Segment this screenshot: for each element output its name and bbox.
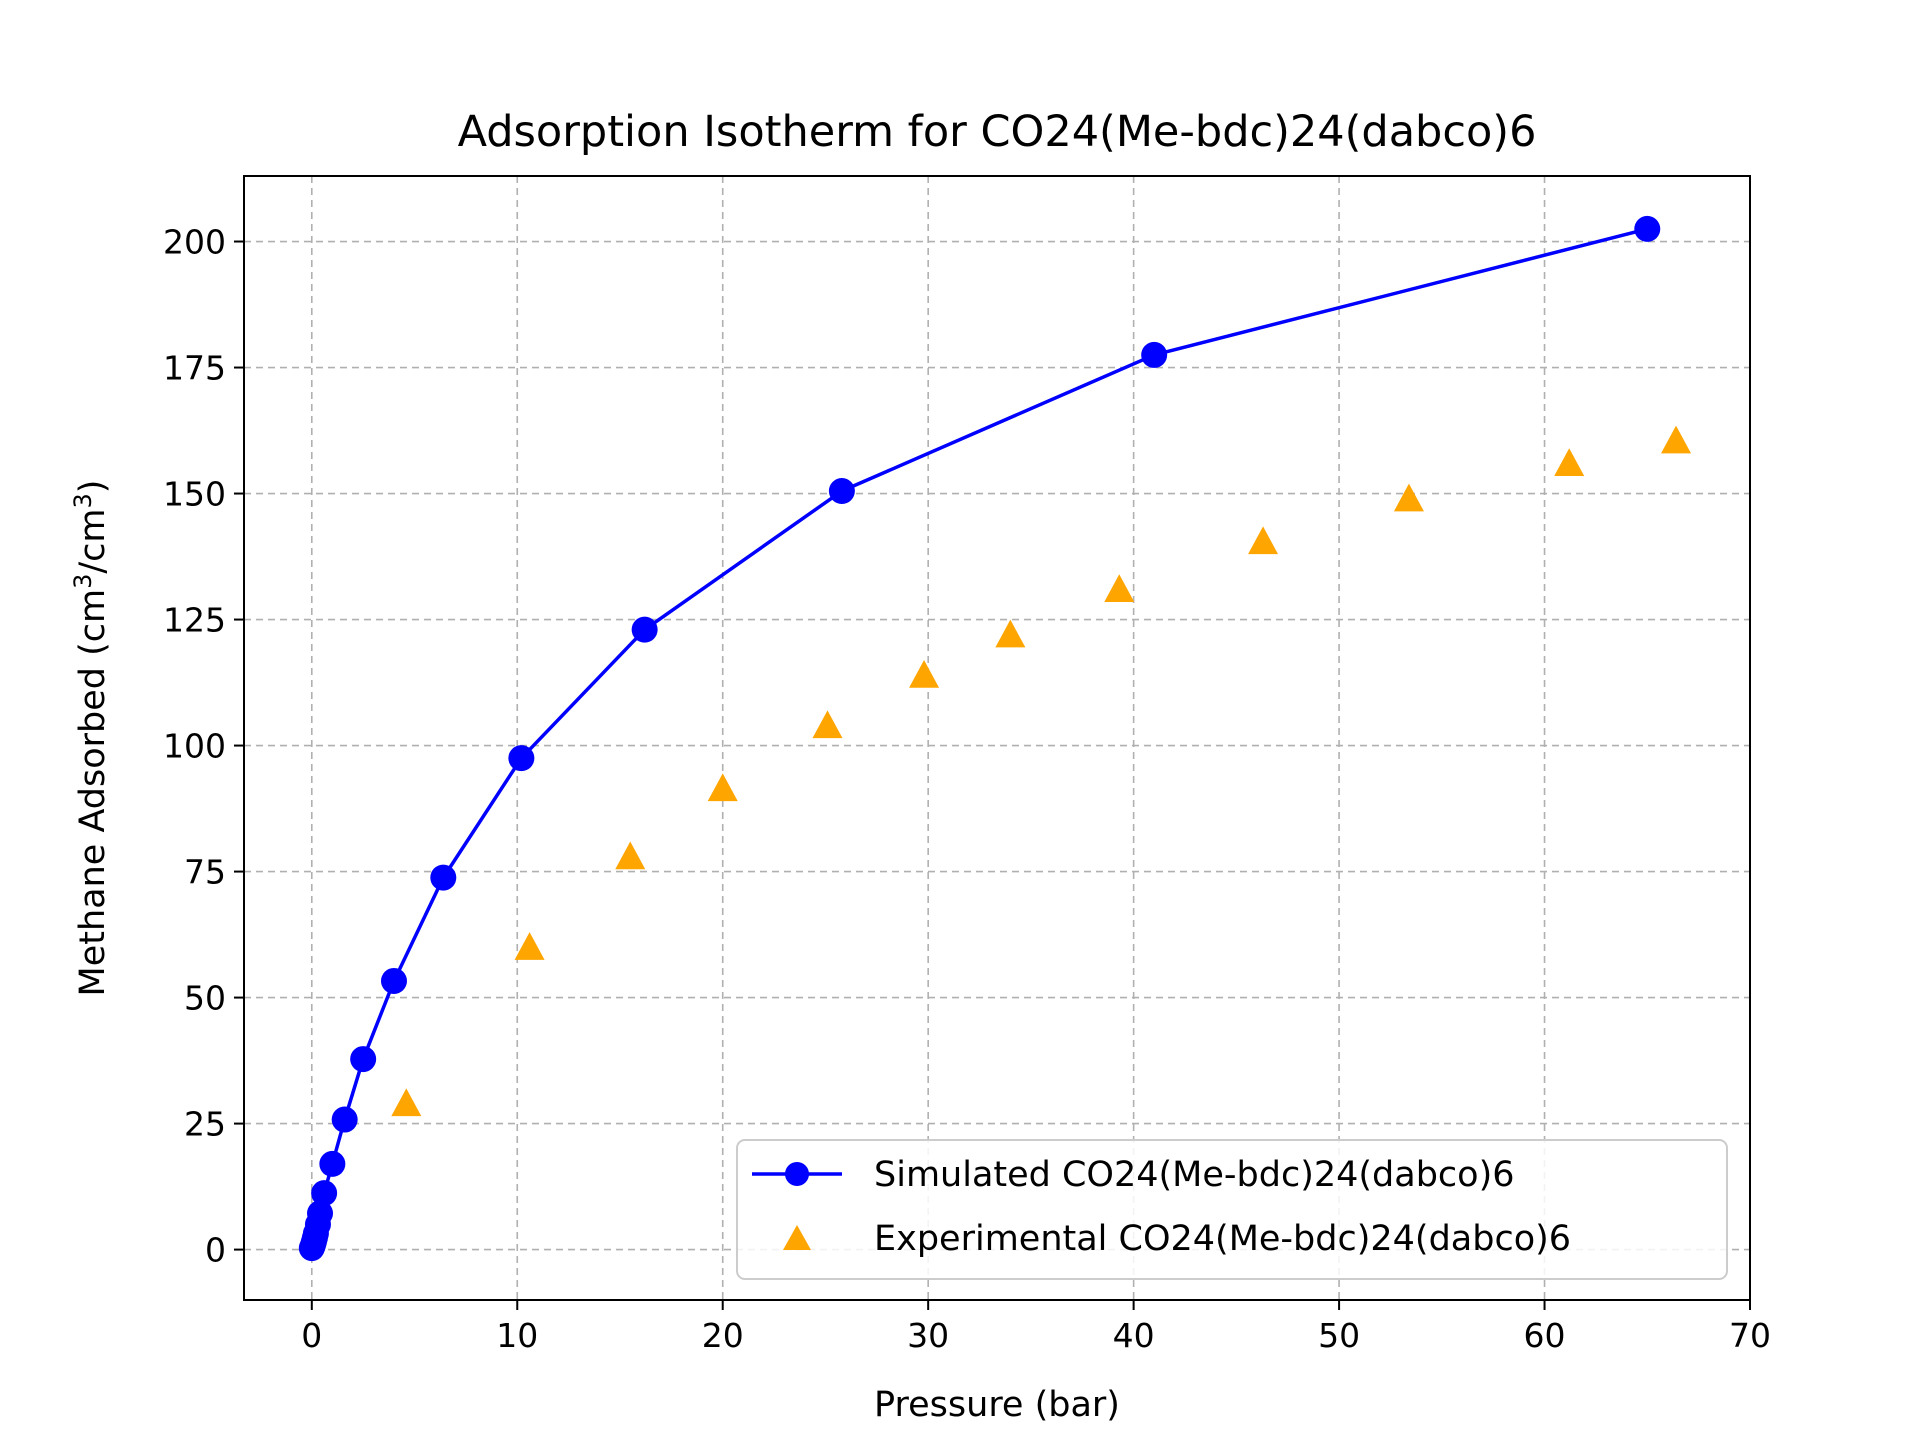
experimental-data-point [812,710,843,739]
simulated-data-point [319,1150,346,1177]
plot-area-series [298,215,1692,1262]
y-tick-label: 125 [163,601,226,640]
simulated-data-point [311,1180,338,1207]
y-axis-label-superscript-1: 3 [69,574,97,589]
x-tick-label: 10 [496,1316,538,1355]
simulated-data-point [380,967,407,994]
simulated-data-point [430,864,457,891]
legend-simulated-label: Simulated CO24(Me-bdc)24(dabco)6 [874,1155,1515,1195]
y-tick-label: 100 [163,727,226,766]
experimental-data-point [1661,425,1692,454]
experimental-data-point [391,1088,422,1117]
x-tick-label: 40 [1113,1316,1155,1355]
x-tick-label: 50 [1318,1316,1360,1355]
experimental-data-point [615,841,646,870]
x-tick-label: 0 [301,1316,322,1355]
legend: Simulated CO24(Me-bdc)24(dabco)6 Experim… [736,1139,1728,1280]
y-tick-label: 50 [184,979,226,1018]
experimental-data-point [1104,574,1135,603]
y-axis-label-superscript-2: 3 [69,493,97,508]
simulated-data-point [350,1046,377,1073]
x-tick-label: 20 [702,1316,744,1355]
y-axis-label-part-3: ) [73,480,113,494]
x-tick-label: 30 [907,1316,949,1355]
legend-experimental-label: Experimental CO24(Me-bdc)24(dabco)6 [874,1219,1571,1259]
simulated-data-point [331,1106,358,1133]
y-tick-label: 25 [184,1105,226,1144]
chart-title: Adsorption Isotherm for CO24(Me-bdc)24(d… [458,107,1537,157]
experimental-data-point [707,773,738,802]
x-axis-ticks: 0 10 20 30 40 50 60 70 [301,1300,1771,1355]
experimental-data-point [514,932,545,960]
y-tick-label: 0 [205,1231,226,1270]
x-axis-label: Pressure (bar) [874,1385,1120,1425]
legend-simulated-marker [785,1162,809,1186]
simulated-data-point [828,478,855,505]
y-tick-label: 75 [184,853,226,892]
simulated-data-point [1634,215,1661,242]
y-tick-label: 200 [163,223,226,262]
plot-frame [243,175,1751,1301]
y-axis-label-part-2: /cm [73,508,113,573]
y-axis-label: Methane Adsorbed (cm3/cm3) [69,480,113,997]
y-axis-label-part-1: Methane Adsorbed (cm [73,589,113,997]
simulated-data-point [307,1200,334,1227]
experimental-data-point [995,619,1026,648]
y-axis-ticks: 0 25 50 75 100 125 150 175 200 [163,223,244,1270]
simulated-data-point [1141,341,1168,368]
simulated-data-point [508,745,535,772]
x-tick-label: 70 [1729,1316,1771,1355]
legend-box [736,1139,1728,1280]
legend-experimental-marker [783,1225,811,1250]
experimental-data-point [1554,448,1585,477]
experimental-data-point [1393,483,1424,512]
x-tick-label: 60 [1524,1316,1566,1355]
experimental-data-point [909,659,940,688]
experimental-data-point [1248,526,1279,555]
simulated-data-point [631,616,658,643]
y-tick-label: 175 [163,349,226,388]
y-tick-label: 150 [163,475,226,514]
